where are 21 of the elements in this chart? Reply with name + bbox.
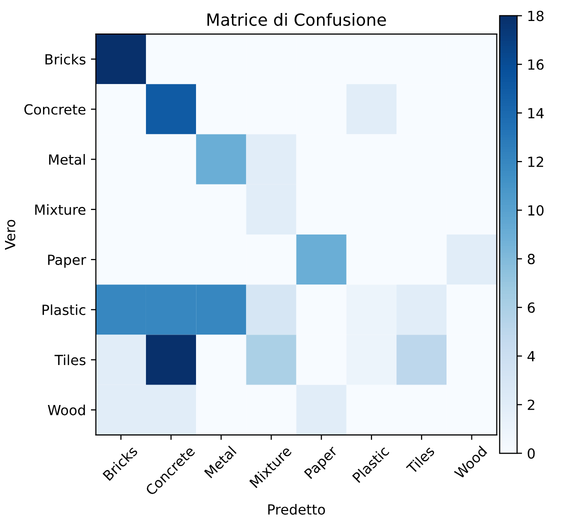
y-tick-label: Wood [48,404,85,416]
color-bar-label: 2 [528,400,534,410]
x-axis-title: Predetto [268,504,325,515]
chart-title: Matrice di Confusione [207,13,386,26]
y-tick-label: Metal [49,154,85,165]
color-bar-label: 12 [528,156,544,167]
y-tick-label: Tiles [54,354,86,366]
color-bar-label: 8 [528,254,535,264]
y-tick-label: Concrete [24,104,86,115]
color-bar-label: 10 [528,205,544,216]
y-tick-label: Plastic [42,304,86,316]
color-bar-label: 6 [528,302,535,313]
y-axis-title: Vero [5,220,16,250]
color-bar-label: 18 [528,10,544,22]
color-bar-label: 0 [528,448,535,459]
y-tick-label: Bricks [45,54,86,65]
color-bar-label: 16 [528,59,544,70]
color-bar-label: 14 [528,108,544,118]
y-tick-label: Paper [48,254,86,268]
y-tick-label: Mixture [35,204,86,215]
color-bar-label: 4 [527,351,535,362]
